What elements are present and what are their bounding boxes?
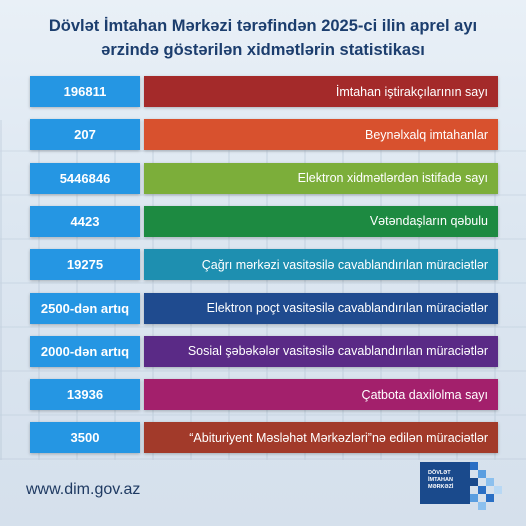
logo-line-2: İMTAHAN	[428, 477, 453, 483]
title-line-2: ərzində göstərilən xidmətlərin statistik…	[101, 41, 425, 59]
stat-label: Sosial şəbəkələr vasitəsilə cavablandırı…	[144, 335, 498, 367]
logo-pixel	[478, 470, 486, 478]
stat-value: 2000-dən artıq	[30, 335, 140, 367]
stat-row: 19275 Çağrı mərkəzi vasitəsilə cavablandı…	[30, 249, 498, 281]
logo-line-3: MƏRKƏZİ	[428, 484, 454, 490]
stat-row: 13936 Çatbota daxilolma sayı	[30, 379, 498, 411]
stat-value: 13936	[30, 379, 140, 411]
logo-line-1: DÖVLƏT	[428, 470, 451, 476]
title-line-1: Dövlət İmtahan Mərkəzi tərəfindən 2025-c…	[48, 17, 478, 35]
stat-row: 2000-dən artıq Sosial şəbəkələr vasitəsil…	[30, 335, 498, 367]
stat-label: Elektron poçt vasitəsilə cavablandırılan…	[144, 292, 498, 324]
stat-row: 207 Beynəlxalq imtahanlar	[30, 119, 498, 151]
stat-label: Vətəndaşların qəbulu	[144, 205, 498, 237]
logo-pixel	[470, 462, 478, 470]
stat-value: 3500	[30, 422, 140, 454]
stat-label: Elektron xidmətlərdən istifadə sayı	[144, 162, 498, 194]
stat-label: Çatbota daxilolma sayı	[144, 379, 498, 411]
stat-value: 196811	[30, 76, 140, 107]
stat-value: 4423	[30, 205, 140, 237]
stat-row: 3500 “Abituriyent Məsləhət Mərkəzləri”nə …	[30, 422, 498, 454]
stat-label: Çağrı mərkəzi vasitəsilə cavablandırılan…	[144, 249, 498, 281]
logo-pixel	[494, 486, 502, 494]
stat-row: 4423 Vətəndaşların qəbulu	[30, 205, 498, 237]
logo-box: DÖVLƏT İMTAHAN MƏRKƏZİ	[420, 462, 470, 504]
stat-label: İmtahan iştirakçılarının sayı	[144, 76, 498, 107]
stat-row: 5446846 Elektron xidmətlərdən istifadə sa…	[30, 162, 498, 194]
stat-row: 196811 İmtahan iştirakçılarının sayı	[30, 76, 498, 107]
logo-pixel	[486, 494, 494, 502]
page-title: Dövlət İmtahan Mərkəzi tərəfindən 2025-c…	[0, 14, 526, 62]
stat-value: 5446846	[30, 162, 140, 194]
logo-pixel	[470, 494, 478, 502]
stat-value: 2500-dən artıq	[30, 292, 140, 324]
stat-value: 19275	[30, 249, 140, 281]
logo-pixel	[486, 478, 494, 486]
stat-label: “Abituriyent Məsləhət Mərkəzləri”nə edil…	[144, 422, 498, 454]
stat-row: 2500-dən artıq Elektron poçt vasitəsilə c…	[30, 292, 498, 324]
dim-logo: DÖVLƏT İMTAHAN MƏRKƏZİ	[420, 458, 504, 510]
logo-pixel	[478, 502, 486, 510]
website-url[interactable]: www.dim.gov.az	[26, 481, 141, 498]
stat-label: Beynəlxalq imtahanlar	[144, 119, 498, 151]
logo-pixel	[478, 486, 486, 494]
logo-pixel	[470, 478, 478, 486]
stat-value: 207	[30, 119, 140, 151]
